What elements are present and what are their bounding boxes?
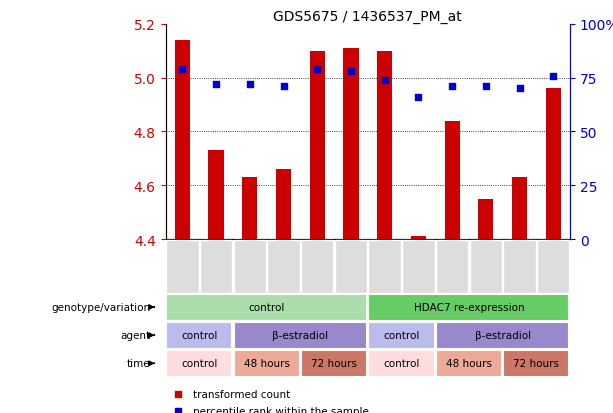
Text: agent: agent <box>120 330 150 340</box>
Bar <box>175 41 190 240</box>
Bar <box>166 240 199 293</box>
Bar <box>343 49 359 240</box>
Bar <box>546 89 561 240</box>
Text: HDAC7 re-expression: HDAC7 re-expression <box>414 302 524 312</box>
Point <box>548 73 558 80</box>
Text: 48 hours: 48 hours <box>446 358 492 368</box>
Text: control: control <box>383 358 420 368</box>
Text: transformed count: transformed count <box>193 389 291 399</box>
Bar <box>166 294 367 321</box>
Text: 72 hours: 72 hours <box>311 358 357 368</box>
Text: percentile rank within the sample: percentile rank within the sample <box>193 406 369 413</box>
Bar <box>368 240 401 293</box>
Text: time: time <box>126 358 150 368</box>
Bar <box>310 52 325 240</box>
Bar <box>368 294 569 321</box>
Bar <box>234 240 266 293</box>
Bar <box>208 151 224 240</box>
Bar <box>368 322 435 349</box>
Point <box>211 82 221 88</box>
Bar <box>436 240 468 293</box>
Text: control: control <box>181 330 218 340</box>
Bar <box>411 237 426 240</box>
Bar <box>436 350 502 377</box>
Bar <box>537 240 569 293</box>
Text: control: control <box>383 330 420 340</box>
Bar <box>234 350 300 377</box>
Title: GDS5675 / 1436537_PM_at: GDS5675 / 1436537_PM_at <box>273 10 462 24</box>
Bar <box>335 240 367 293</box>
Bar <box>276 170 291 240</box>
Bar <box>234 322 367 349</box>
Bar <box>478 199 493 240</box>
Bar <box>444 121 460 240</box>
Bar <box>242 178 257 240</box>
Bar <box>436 322 569 349</box>
Bar <box>166 322 232 349</box>
Bar <box>470 240 502 293</box>
Text: β-estradiol: β-estradiol <box>474 330 531 340</box>
Point <box>245 82 255 88</box>
Text: β-estradiol: β-estradiol <box>272 330 329 340</box>
Bar <box>368 350 435 377</box>
Text: control: control <box>248 302 285 312</box>
Point <box>413 95 423 101</box>
Bar <box>301 240 333 293</box>
Bar <box>301 350 367 377</box>
Point <box>379 77 389 84</box>
Text: 72 hours: 72 hours <box>513 358 560 368</box>
Bar <box>402 240 435 293</box>
Point <box>481 84 490 90</box>
Bar <box>512 178 527 240</box>
Bar <box>166 350 232 377</box>
Bar <box>377 52 392 240</box>
Text: genotype/variation: genotype/variation <box>51 302 150 312</box>
Text: 48 hours: 48 hours <box>243 358 290 368</box>
Bar <box>503 350 569 377</box>
Bar <box>200 240 232 293</box>
Point <box>514 86 524 93</box>
Point <box>312 66 322 73</box>
Point <box>346 69 356 75</box>
Point <box>278 84 289 90</box>
Bar <box>267 240 300 293</box>
Text: control: control <box>181 358 218 368</box>
Point <box>447 84 457 90</box>
Bar <box>503 240 536 293</box>
Point <box>178 66 188 73</box>
